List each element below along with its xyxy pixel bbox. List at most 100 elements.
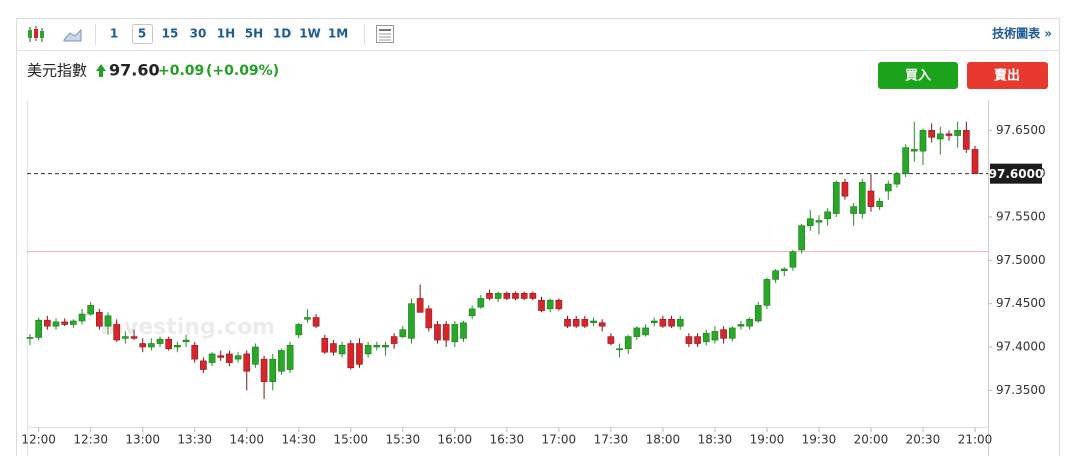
- candle-body: [295, 324, 303, 336]
- candle-body: [52, 321, 60, 327]
- x-tick-label: 19:30: [802, 433, 837, 447]
- interval-button[interactable]: 1W: [299, 27, 321, 41]
- candle-body: [668, 318, 675, 327]
- x-tick-label: 14:30: [281, 433, 316, 447]
- interval-button[interactable]: 5: [138, 27, 146, 41]
- candle-body: [806, 218, 814, 226]
- x-tick-label: 15:30: [386, 433, 421, 447]
- candle-body: [243, 353, 251, 372]
- candle-body: [512, 292, 519, 299]
- candle-body: [798, 225, 805, 251]
- y-tick-label: 97.5500: [996, 210, 1046, 224]
- candle-body: [390, 336, 398, 344]
- change-percent: (+0.09%): [206, 63, 279, 79]
- candle-body: [477, 298, 485, 308]
- candle-body: [425, 308, 433, 329]
- candle-body: [529, 292, 537, 299]
- y-tick-label: 97.5000: [996, 253, 1046, 267]
- sell-button[interactable]: 賣出: [967, 62, 1048, 89]
- candle-body: [460, 322, 467, 339]
- candle-body: [928, 130, 935, 138]
- interval-button[interactable]: 5H: [245, 27, 263, 41]
- candle-body: [624, 336, 632, 350]
- candle-body: [702, 332, 710, 343]
- candle-body: [598, 322, 606, 327]
- x-tick-label: 13:30: [177, 433, 212, 447]
- candle-body: [61, 321, 69, 325]
- candle-body: [503, 292, 511, 299]
- candle-body: [971, 149, 979, 174]
- candle-body: [720, 329, 727, 339]
- candle-body: [902, 147, 909, 174]
- candle-body: [408, 303, 415, 339]
- selected-interval-box: [132, 24, 153, 44]
- candle-body: [607, 336, 615, 344]
- candle-icon[interactable]: [28, 26, 44, 42]
- candle-body: [572, 318, 580, 327]
- candle-body: [148, 343, 155, 348]
- buy-button[interactable]: 買入: [878, 62, 958, 89]
- layout-icon[interactable]: [376, 25, 394, 43]
- candle-body: [616, 348, 623, 351]
- x-tick-label: 18:00: [646, 433, 681, 447]
- candle-body: [546, 299, 554, 310]
- candle-body: [893, 173, 901, 185]
- candle-body: [581, 318, 589, 327]
- candle-body: [772, 270, 779, 280]
- x-tick-label: 19:00: [750, 433, 785, 447]
- candle-body: [373, 344, 381, 348]
- candle-body: [278, 350, 285, 372]
- candle-body: [35, 319, 43, 338]
- x-tick-label: 14:00: [229, 433, 264, 447]
- watermark: Investing.com: [100, 315, 275, 340]
- x-tick-label: 17:30: [594, 433, 629, 447]
- buy-label[interactable]: 買入: [905, 69, 931, 84]
- interval-button[interactable]: 1H: [217, 27, 235, 41]
- candle-body: [356, 343, 363, 365]
- interval-button[interactable]: 1D: [273, 27, 291, 41]
- candle-body: [416, 298, 424, 313]
- y-tick-label: 97.3500: [996, 383, 1046, 397]
- interval-button[interactable]: 15: [162, 27, 179, 41]
- x-tick-label: 12:30: [73, 433, 108, 447]
- interval-button[interactable]: 1M: [328, 27, 348, 41]
- candle-body: [87, 305, 95, 315]
- candle-body: [780, 268, 788, 272]
- candle-body: [468, 308, 476, 317]
- candle-body: [694, 336, 701, 344]
- candle-body: [26, 337, 34, 339]
- candle-body: [538, 299, 545, 311]
- candle-body: [252, 346, 259, 365]
- candle-body: [200, 360, 207, 370]
- interval-button[interactable]: 30: [190, 27, 207, 41]
- candle-body: [434, 324, 441, 341]
- candle-body: [650, 320, 658, 324]
- candle-body: [659, 318, 667, 327]
- candle-body: [945, 133, 953, 136]
- candle-body: [338, 344, 346, 355]
- y-tick-label: 97.4000: [996, 340, 1046, 354]
- candle-body: [763, 279, 771, 306]
- sell-label[interactable]: 賣出: [994, 68, 1020, 84]
- candle-body: [841, 182, 849, 197]
- candle-body: [737, 324, 745, 327]
- interval-button[interactable]: 1: [110, 27, 118, 41]
- candle-body: [962, 130, 970, 150]
- candle-body: [824, 211, 831, 220]
- candle-body: [139, 343, 147, 348]
- x-tick-label: 17:00: [542, 433, 577, 447]
- candle-body: [486, 292, 493, 299]
- area-icon[interactable]: [63, 28, 82, 42]
- candle-body: [226, 353, 233, 363]
- price: 97.60: [109, 61, 160, 80]
- candle-body: [520, 292, 528, 299]
- x-tick-label: 16:30: [490, 433, 525, 447]
- candle-body: [858, 182, 866, 214]
- candle-body: [191, 344, 199, 360]
- technical-chart-link[interactable]: 技術圖表 »: [992, 26, 1052, 41]
- candle-body: [70, 320, 77, 325]
- candle-body: [564, 318, 571, 327]
- instrument-name: 美元指數: [27, 62, 87, 80]
- x-tick-label: 15:00: [333, 433, 368, 447]
